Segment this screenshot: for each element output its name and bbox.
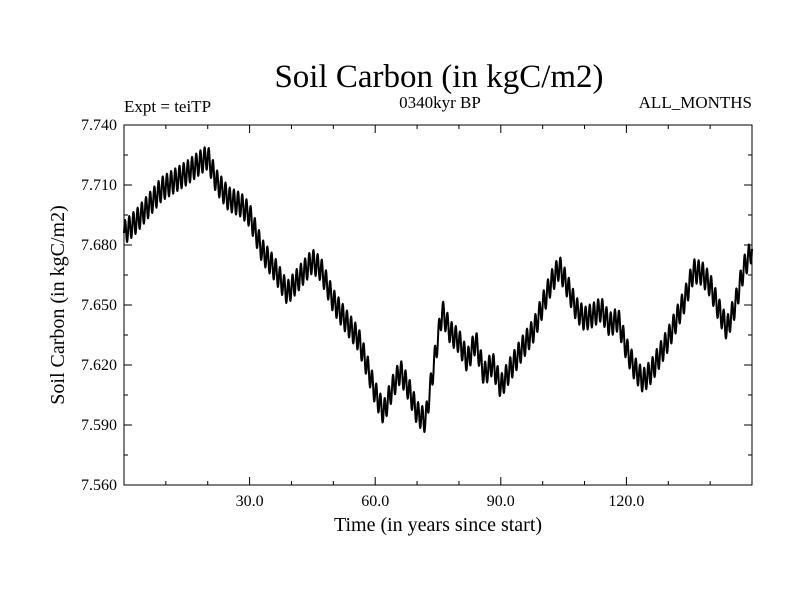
experiment-label: Expt = teiTP [124, 97, 211, 116]
chart-title: Soil Carbon (in kgC/m2) [274, 59, 603, 95]
x-tick-labels: 30.0 60.0 90.0 120.0 [236, 493, 645, 510]
period-label: ALL_MONTHS [639, 93, 752, 112]
y-tick-label: 7.650 [81, 297, 117, 314]
x-tick-label: 120.0 [608, 493, 644, 510]
plot-frame [123, 124, 753, 486]
x-tick-label: 30.0 [236, 493, 264, 510]
x-axis-label: Time (in years since start) [334, 514, 542, 536]
axis-ticks [124, 124, 752, 486]
y-tick-label: 7.740 [81, 117, 117, 134]
chart-subtitle: 0340kyr BP [399, 93, 481, 112]
y-tick-label: 7.590 [81, 417, 117, 434]
y-axis-label: Soil Carbon (in kgC/m2) [47, 205, 69, 404]
y-tick-label: 7.620 [81, 357, 117, 374]
y-tick-labels: 7.560 7.590 7.620 7.650 7.680 7.710 7.740 [81, 117, 117, 494]
x-tick-label: 60.0 [361, 493, 389, 510]
y-tick-label: 7.710 [81, 177, 117, 194]
y-tick-label: 7.560 [81, 477, 117, 494]
x-tick-label: 90.0 [487, 493, 515, 510]
y-tick-label: 7.680 [81, 237, 117, 254]
soil-carbon-series-line [123, 146, 753, 433]
